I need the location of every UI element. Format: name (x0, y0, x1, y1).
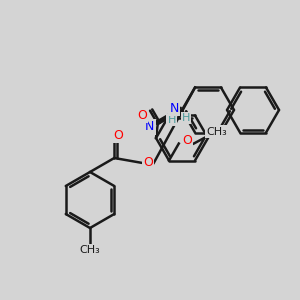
Text: O: O (143, 156, 153, 170)
Text: N: N (169, 101, 179, 115)
Text: O: O (182, 134, 192, 147)
Text: H: H (182, 113, 190, 123)
Text: CH₃: CH₃ (80, 245, 100, 255)
Text: CH₃: CH₃ (206, 127, 227, 136)
Text: O: O (137, 109, 147, 122)
Text: O: O (113, 129, 123, 142)
Text: N: N (145, 121, 154, 134)
Text: H: H (168, 115, 176, 125)
